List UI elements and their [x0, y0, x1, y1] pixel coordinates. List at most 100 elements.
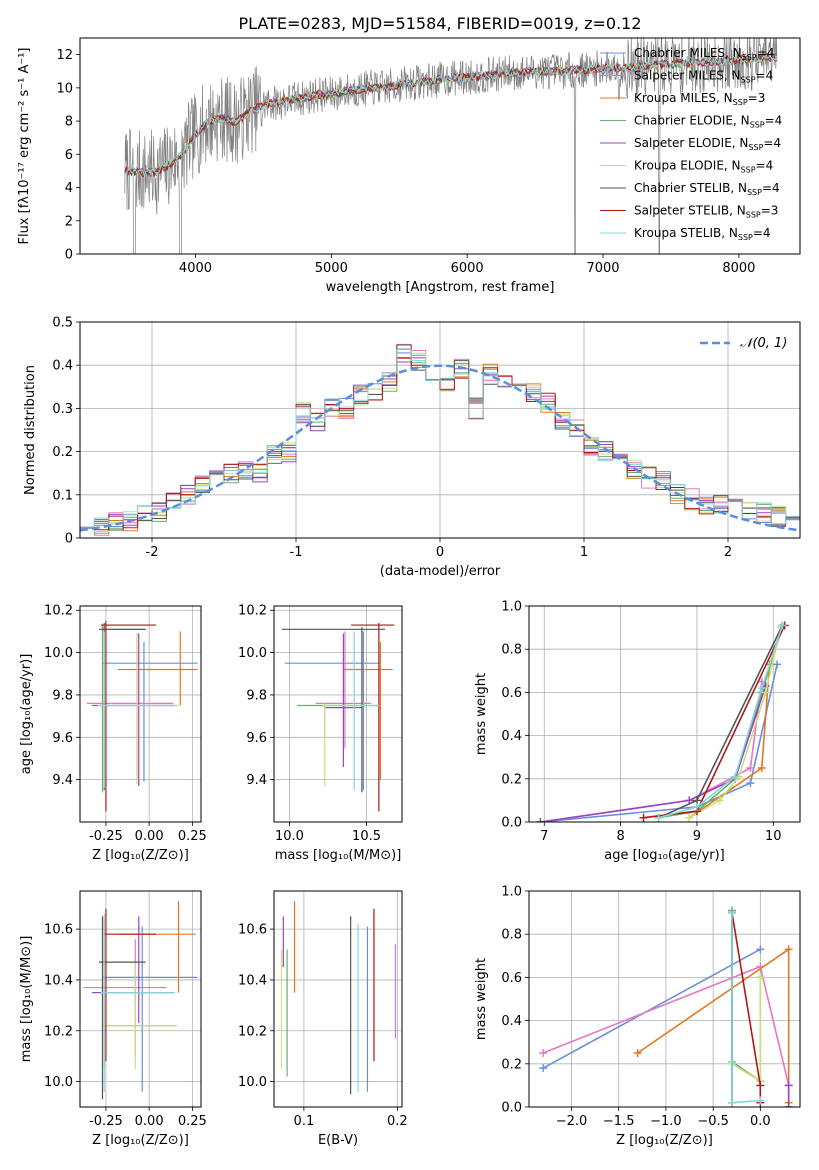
y-tick-label: 1.0: [501, 885, 522, 900]
y-tick-label: 10: [56, 81, 73, 96]
y-tick-label: 9.8: [52, 688, 73, 703]
x-tick-label: 6000: [451, 261, 484, 276]
marker-salpeter-miles: [539, 1049, 548, 1057]
x-tick-label: 5000: [315, 261, 348, 276]
x-tick-label: 9: [693, 829, 701, 844]
axes-frame: [273, 890, 403, 1108]
axes-frame: [79, 605, 202, 823]
y-axis-label: mass weight: [474, 958, 489, 1040]
x-tick-label: 7: [540, 829, 548, 844]
y-axis-label: mass [log₁₀(M/M⊙)]: [19, 936, 34, 1063]
marker-salpeter-elodie: [784, 1081, 793, 1090]
axes-frame: [79, 321, 801, 539]
line-area: [539, 906, 793, 1107]
y-tick-label: 10.2: [238, 604, 267, 619]
x-axis-label: mass [log₁₀(M/M⊙)]: [275, 848, 402, 863]
marker-kroupa-elodie: [685, 813, 694, 822]
x-tick-label: -0.25: [89, 829, 123, 844]
x-tick-label: -0.25: [89, 1114, 123, 1129]
x-tick-label: 8000: [722, 261, 755, 276]
marker-kroupa-stelib: [757, 684, 766, 693]
marker-kroupa-miles: [633, 1049, 642, 1057]
x-tick-label: 10: [765, 829, 782, 844]
mass-vs-z-panel: -0.25 0.00 0.25 10.0 10.2 10.4 10.6 Z [log₁₀(Z/…: [19, 890, 207, 1148]
spectrum-panel: 4000 5000 6000 7000 8000 0 2 4 6 8 10 12 wavelength …: [17, 37, 801, 295]
series-line-chabrier-miles: [540, 664, 778, 822]
histogram-kroupa-stelib: [80, 349, 800, 538]
x-axis-label: E(B-V): [318, 1133, 358, 1148]
x-tick-label: 0.00: [135, 829, 164, 844]
line-area: [536, 621, 789, 822]
y-tick-label: 0.2: [52, 445, 73, 460]
y-tick-label: 10.4: [238, 973, 267, 988]
y-tick-label: 9.8: [246, 688, 267, 703]
marker-salpeter-stelib: [639, 813, 648, 822]
x-tick-label: 0.2: [387, 1114, 408, 1129]
y-tick-label: 9.4: [52, 773, 73, 788]
mass-vs-ebv-panel: 0.1 0.2 10.0 10.2 10.4 10.6 E(B-V): [238, 890, 408, 1148]
marker-kroupa-stelib: [654, 813, 663, 822]
histogram-area: [80, 343, 800, 538]
errorbar-area: [280, 901, 397, 1095]
legend-label: Chabrier ELODIE, NSSP=4: [634, 114, 782, 130]
legend-label: Kroupa ELODIE, NSSP=4: [634, 159, 773, 175]
x-tick-label: 7000: [586, 261, 619, 276]
marker-chabrier-miles: [539, 1064, 548, 1073]
y-tick-label: 12: [56, 48, 73, 63]
series-line-salpeter-miles: [540, 681, 763, 822]
marker-kroupa-elodie: [756, 973, 765, 982]
y-tick-label: 10.0: [238, 1075, 267, 1090]
y-tick-label: 0.4: [501, 729, 522, 744]
marker-kroupa-elodie: [715, 796, 724, 805]
y-tick-label: 9.6: [52, 731, 73, 746]
y-tick-label: 0.6: [501, 971, 522, 986]
y-tick-label: 0.0: [501, 1101, 522, 1116]
y-tick-label: 10.0: [44, 1075, 73, 1090]
x-tick-label: 1: [580, 545, 588, 560]
x-tick-label: -1: [290, 545, 303, 560]
y-tick-label: 0.6: [501, 686, 522, 701]
marker-kroupa-stelib: [756, 1096, 765, 1105]
marker-salpeter-elodie: [536, 818, 545, 822]
y-tick-label: 0.2: [501, 772, 522, 787]
x-tick-label: 10.0: [275, 829, 304, 844]
marker-kroupa-elodie: [761, 688, 770, 697]
marker-kroupa-stelib: [778, 621, 787, 630]
y-tick-label: 8: [65, 115, 73, 130]
y-tick-label: 10.4: [44, 973, 73, 988]
x-axis-label: age [log₁₀(age/yr)]: [604, 848, 725, 863]
y-tick-label: 0: [65, 248, 73, 263]
legend-label: Salpeter MILES, NSSP=4: [634, 69, 773, 85]
series-line-salpeter-stelib: [731, 912, 762, 1103]
errorbar-area: [83, 901, 198, 1100]
axes-frame: [79, 37, 801, 255]
legend-label: Kroupa STELIB, NSSP=4: [634, 226, 771, 242]
series-line-kroupa-elodie: [731, 977, 762, 1083]
marker-kroupa-stelib: [728, 1098, 737, 1107]
y-tick-label: 9.4: [246, 773, 267, 788]
axes-frame: [528, 890, 801, 1108]
legend-label: Chabrier STELIB, NSSP=4: [634, 181, 780, 197]
series-line-kroupa-stelib: [731, 912, 761, 1104]
axes-frame: [273, 605, 403, 823]
series-line-chabrier-miles: [542, 948, 761, 1069]
legend-label: Chabrier MILES, NSSP=4: [634, 46, 774, 62]
y-tick-label: 10.0: [238, 646, 267, 661]
marker-salpeter-miles: [746, 764, 755, 772]
y-tick-label: 0.1: [52, 488, 73, 503]
x-tick-label: −2.0: [556, 1114, 588, 1129]
y-axis-label: mass weight: [474, 673, 489, 755]
marker-salpeter-stelib: [756, 1081, 765, 1090]
errorbar-area: [86, 620, 198, 812]
x-tick-label: 8: [616, 829, 624, 844]
marker-kroupa-miles: [757, 764, 766, 772]
x-tick-label: 10.5: [352, 829, 381, 844]
x-tick-label: 0.25: [178, 829, 207, 844]
legend-label: Salpeter ELODIE, NSSP=4: [634, 136, 781, 152]
legend-label: Salpeter STELIB, NSSP=3: [634, 204, 778, 220]
errorbar-area: [281, 622, 395, 812]
marker-chabrier-miles: [746, 779, 755, 788]
marker-salpeter-elodie: [784, 1103, 793, 1107]
x-tick-label: 0: [436, 545, 444, 560]
y-tick-label: 0: [65, 532, 73, 547]
